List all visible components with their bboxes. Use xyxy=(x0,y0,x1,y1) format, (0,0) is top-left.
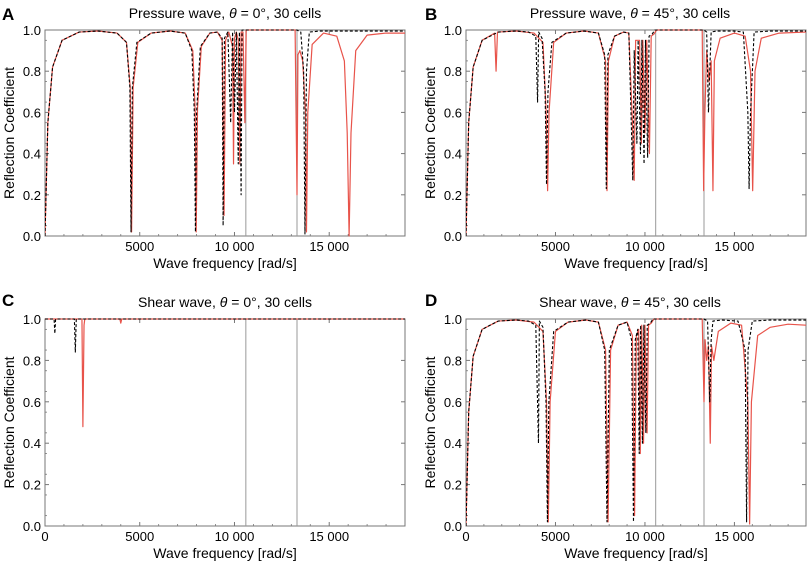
y-tick-label: 1.0 xyxy=(444,312,462,327)
x-tick-label: 5000 xyxy=(541,529,570,544)
chart-title-prefix: Shear wave, xyxy=(539,294,621,310)
panel-letter: D xyxy=(425,291,437,310)
plot-area xyxy=(45,318,405,428)
y-tick-label: 0.2 xyxy=(23,188,41,203)
y-tick-label: 0.4 xyxy=(444,436,462,451)
series-line-analytical xyxy=(45,29,405,237)
y-tick-label: 0.0 xyxy=(444,229,462,244)
x-axis-label: Wave frequency [rad/s] xyxy=(564,545,707,561)
x-tick-label: 15 000 xyxy=(715,529,755,544)
x-tick-label: 10 000 xyxy=(215,239,255,254)
chart-title-prefix: Pressure wave, xyxy=(530,5,630,21)
y-tick-label: 1.0 xyxy=(444,23,462,38)
x-tick-label: 5000 xyxy=(541,239,570,254)
plot-frame xyxy=(44,29,406,237)
chart-title: Shear wave, θ = 0°, 30 cells xyxy=(138,294,312,310)
chart-title-prefix: Pressure wave, xyxy=(129,5,229,21)
panel-letter: C xyxy=(2,291,14,310)
x-axis-label: Wave frequency [rad/s] xyxy=(564,255,707,271)
y-tick-label: 0.4 xyxy=(444,147,462,162)
chart-title-prefix: Shear wave, xyxy=(138,294,220,310)
series-line-analytical xyxy=(466,29,806,237)
chart-title: Pressure wave, θ = 45°, 30 cells xyxy=(530,5,730,21)
y-axis-label: Reflection Coefficient xyxy=(1,67,17,199)
x-tick-label: 10 000 xyxy=(625,529,665,544)
y-tick-label: 0.0 xyxy=(23,229,41,244)
series-line-simulation xyxy=(45,29,405,237)
chart-title-theta: θ xyxy=(220,294,228,310)
y-tick-label: 0.8 xyxy=(23,353,41,368)
chart-title-suffix: = 45°, 30 cells xyxy=(628,294,720,310)
chart-panel-a: A Pressure wave, θ = 0°, 30 cells 0.0 0.2 0.… xyxy=(1,5,406,271)
panel-letter: A xyxy=(2,5,14,24)
series-line-analytical xyxy=(466,318,806,527)
chart-title: Pressure wave, θ = 0°, 30 cells xyxy=(129,5,322,21)
y-axis-label: Reflection Coefficient xyxy=(422,67,438,199)
plot-area xyxy=(45,29,405,237)
y-axis-label: Reflection Coefficient xyxy=(1,356,17,488)
x-tick-label: 10 000 xyxy=(215,529,255,544)
series-line-simulation xyxy=(45,318,405,428)
chart-panel-c: C Shear wave, θ = 0°, 30 cells 0.0 0.2 0.4 0.… xyxy=(1,291,406,561)
chart-title-suffix: = 0°, 30 cells xyxy=(237,5,322,21)
x-tick-label: 0 xyxy=(41,529,48,544)
series-line-analytical xyxy=(45,318,405,353)
chart-title-theta: θ xyxy=(621,294,629,310)
panel-letter: B xyxy=(425,5,437,24)
chart-panel-d: D Shear wave, θ = 45°, 30 cells 0.0 0.2 0.4 0… xyxy=(422,291,807,561)
y-tick-label: 0.2 xyxy=(444,478,462,493)
plot-frame xyxy=(465,318,807,527)
chart-title-theta: θ xyxy=(229,5,237,21)
chart-title-theta: θ xyxy=(630,5,638,21)
y-tick-label: 0.0 xyxy=(444,519,462,534)
x-axis-label: Wave frequency [rad/s] xyxy=(153,545,296,561)
y-tick-label: 1.0 xyxy=(23,312,41,327)
plot-area xyxy=(466,318,806,527)
x-tick-label: 5000 xyxy=(125,529,154,544)
x-tick-label: 10 000 xyxy=(625,239,665,254)
y-tick-label: 0.6 xyxy=(444,395,462,410)
plot-area xyxy=(466,29,806,237)
y-axis-label: Reflection Coefficient xyxy=(422,356,438,488)
series-line-simulation xyxy=(466,318,806,527)
y-tick-label: 0.6 xyxy=(444,105,462,120)
y-tick-label: 0.6 xyxy=(23,105,41,120)
chart-title-suffix: = 45°, 30 cells xyxy=(638,5,730,21)
x-tick-label: 15 000 xyxy=(309,529,349,544)
y-tick-label: 0.8 xyxy=(444,353,462,368)
y-tick-label: 0.4 xyxy=(23,436,41,451)
chart-title-suffix: = 0°, 30 cells xyxy=(227,294,312,310)
y-tick-label: 0.6 xyxy=(23,395,41,410)
plot-frame xyxy=(44,318,406,527)
x-axis-label: Wave frequency [rad/s] xyxy=(153,255,296,271)
y-tick-label: 0.4 xyxy=(23,147,41,162)
x-tick-label: 15 000 xyxy=(715,239,755,254)
chart-title: Shear wave, θ = 45°, 30 cells xyxy=(539,294,721,310)
y-tick-label: 0.2 xyxy=(23,478,41,493)
x-tick-label: 15 000 xyxy=(309,239,349,254)
x-tick-label: 0 xyxy=(462,529,469,544)
chart-panel-b: B Pressure wave, θ = 45°, 30 cells 0.0 0.2 0… xyxy=(422,5,807,271)
series-line-simulation xyxy=(466,29,806,237)
plot-frame xyxy=(465,29,807,237)
y-tick-label: 0.8 xyxy=(444,64,462,79)
y-tick-label: 0.0 xyxy=(23,519,41,534)
x-tick-label: 5000 xyxy=(125,239,154,254)
y-tick-label: 0.8 xyxy=(23,64,41,79)
y-tick-label: 1.0 xyxy=(23,23,41,38)
y-tick-label: 0.2 xyxy=(444,188,462,203)
